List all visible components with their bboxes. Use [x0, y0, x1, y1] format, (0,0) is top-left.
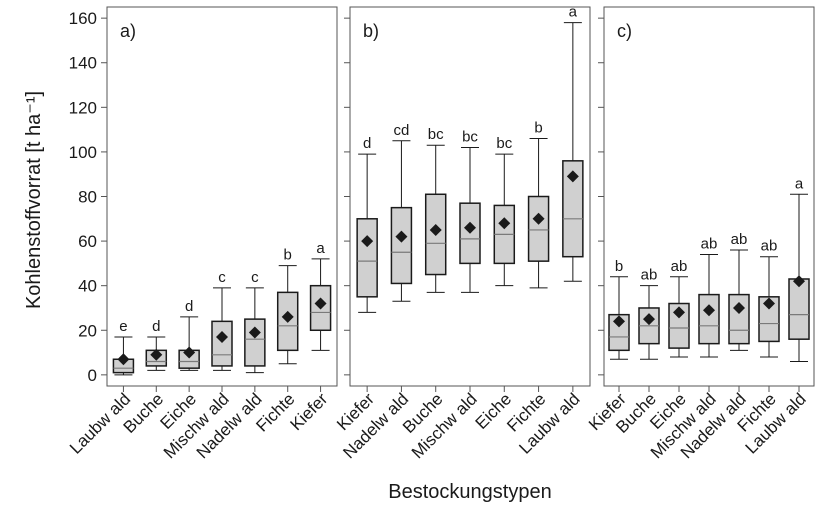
- x-axis-label: Bestockungstypen: [388, 481, 551, 503]
- significance-letter: c: [218, 269, 226, 286]
- mean-marker: [464, 221, 476, 234]
- significance-letter: ab: [671, 258, 688, 275]
- iqr-box: [728, 293, 750, 345]
- iqr-box: [788, 278, 810, 340]
- iqr-box: [211, 320, 233, 367]
- significance-letter: bc: [496, 135, 512, 152]
- y-tick-label: 40: [78, 277, 97, 296]
- mean-marker: [763, 297, 775, 310]
- significance-letter: a: [316, 240, 325, 257]
- iqr-box: [698, 293, 720, 345]
- significance-letter: bc: [462, 128, 478, 145]
- y-tick-label: 0: [88, 366, 97, 385]
- significance-letter: b: [284, 247, 292, 264]
- iqr-box: [668, 302, 690, 349]
- mean-marker: [314, 297, 327, 310]
- panel-label: a): [120, 21, 136, 41]
- mean-marker: [532, 212, 545, 225]
- mean-marker: [566, 170, 579, 183]
- mean-marker: [498, 217, 511, 230]
- significance-letter: d: [152, 318, 160, 335]
- mean-marker: [703, 304, 715, 317]
- mean-marker: [361, 235, 374, 248]
- mean-marker: [183, 346, 196, 359]
- y-tick-label: 140: [69, 54, 97, 73]
- significance-letter: d: [185, 298, 193, 315]
- mean-marker: [643, 313, 655, 326]
- mean-marker: [216, 330, 228, 343]
- significance-letter: c: [251, 269, 259, 286]
- significance-letter: a: [795, 175, 804, 192]
- mean-marker: [673, 306, 685, 319]
- significance-letter: cd: [394, 122, 410, 139]
- mean-marker: [793, 275, 805, 288]
- y-tick-label: 100: [69, 143, 97, 162]
- x-tick-label: Kiefer: [287, 389, 332, 434]
- significance-letter: d: [363, 135, 371, 152]
- iqr-box: [390, 206, 413, 285]
- significance-letter: a: [569, 4, 578, 21]
- significance-letter: ab: [731, 231, 748, 248]
- y-tick-label: 120: [69, 98, 97, 117]
- significance-letter: b: [534, 120, 542, 137]
- panel-label: c): [617, 21, 632, 41]
- iqr-box: [562, 160, 584, 258]
- mean-marker: [248, 326, 261, 339]
- y-tick-label: 20: [78, 321, 97, 340]
- panel-label: b): [363, 21, 379, 41]
- significance-letter: bc: [428, 126, 444, 143]
- y-axis-label: Kohlenstoffvorrat [t ha⁻¹]: [23, 91, 45, 309]
- iqr-box: [608, 313, 630, 352]
- mean-marker: [429, 223, 442, 236]
- significance-letter: e: [119, 318, 127, 335]
- significance-letter: ab: [641, 267, 658, 284]
- significance-letter: ab: [761, 238, 778, 255]
- significance-letter: b: [615, 258, 623, 275]
- significance-letter: ab: [701, 235, 718, 252]
- x-tick-label: Fichte: [252, 389, 298, 435]
- mean-marker: [117, 353, 130, 366]
- mean-marker: [613, 315, 625, 328]
- mean-marker: [281, 310, 294, 323]
- iqr-box: [527, 195, 550, 262]
- iqr-box: [758, 296, 780, 343]
- y-tick-label: 80: [78, 188, 97, 207]
- y-tick-label: 60: [78, 232, 97, 251]
- mean-marker: [395, 230, 408, 243]
- iqr-box: [356, 218, 378, 298]
- y-tick-label: 160: [69, 9, 97, 28]
- mean-marker: [150, 348, 163, 361]
- iqr-box: [244, 318, 266, 367]
- mean-marker: [733, 301, 745, 314]
